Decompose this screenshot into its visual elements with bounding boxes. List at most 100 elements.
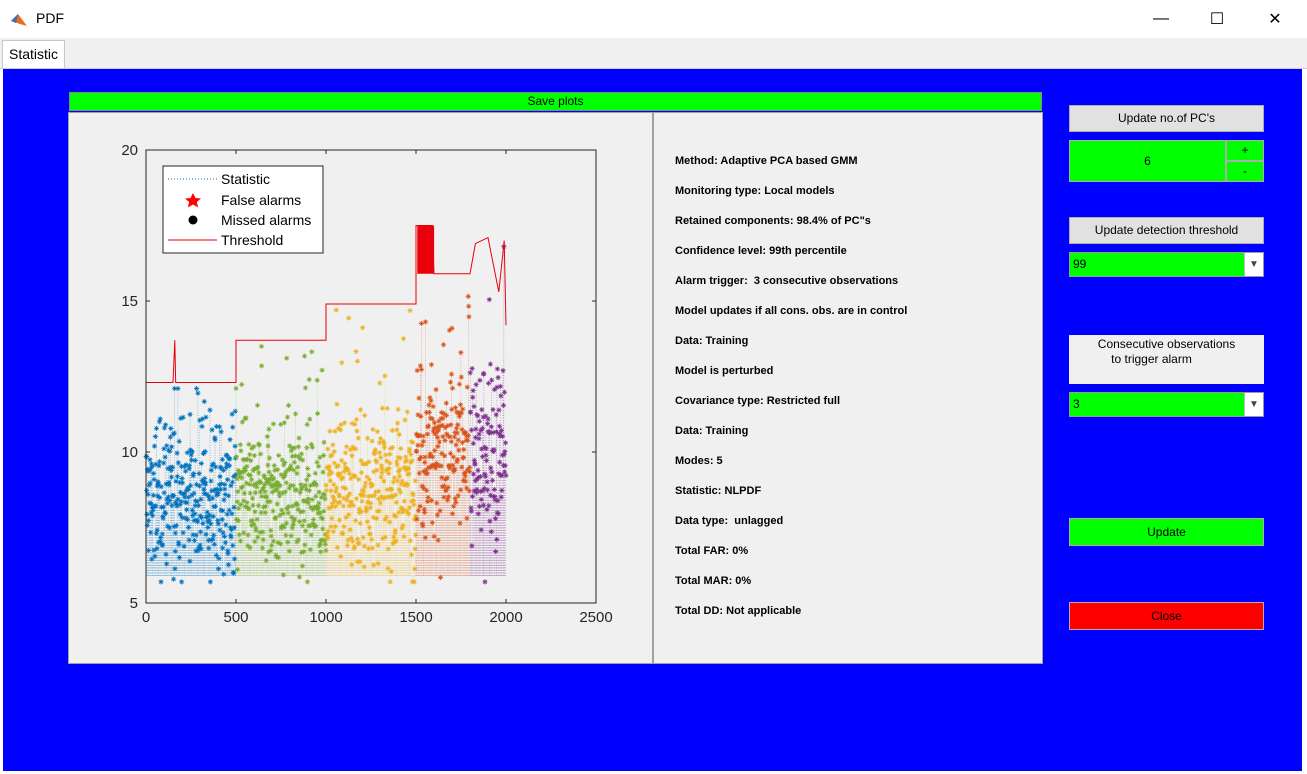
data-point xyxy=(269,489,275,495)
data-point xyxy=(411,579,417,585)
data-point xyxy=(283,469,289,475)
data-point xyxy=(201,490,208,497)
data-point xyxy=(424,431,431,437)
data-point xyxy=(281,462,287,468)
info-total-far: Total FAR: 0% xyxy=(675,545,749,557)
data-point xyxy=(450,462,456,468)
data-point xyxy=(158,579,164,585)
consecutive-select[interactable]: 3 ▼ xyxy=(1069,392,1264,417)
data-point xyxy=(400,506,406,512)
minimize-button[interactable]: — xyxy=(1138,0,1184,38)
data-point xyxy=(311,522,317,528)
data-point xyxy=(411,502,417,508)
update-button[interactable]: Update xyxy=(1069,518,1264,546)
data-point xyxy=(202,475,208,482)
data-point xyxy=(218,429,224,435)
data-point xyxy=(336,492,342,498)
data-point xyxy=(399,525,405,531)
save-plots-button[interactable]: Save plots xyxy=(69,92,1042,111)
data-point xyxy=(190,473,196,479)
data-point xyxy=(225,550,231,557)
data-point xyxy=(325,528,331,534)
tab-statistic[interactable]: Statistic xyxy=(2,40,66,68)
data-point xyxy=(376,508,382,514)
data-point xyxy=(458,410,465,416)
data-point xyxy=(390,493,396,500)
data-point xyxy=(474,486,480,493)
data-point xyxy=(254,402,261,408)
data-point xyxy=(468,409,474,415)
data-point xyxy=(475,511,481,517)
data-point xyxy=(378,463,385,469)
increment-pcs-button[interactable]: + xyxy=(1226,140,1264,161)
data-point xyxy=(295,506,301,513)
data-point xyxy=(455,437,461,443)
data-point xyxy=(231,473,237,480)
data-point xyxy=(333,485,340,491)
data-point xyxy=(385,494,392,500)
data-point xyxy=(397,466,403,472)
data-point xyxy=(232,556,238,562)
data-point xyxy=(398,489,404,495)
data-point xyxy=(309,444,315,450)
data-point xyxy=(264,434,270,440)
data-point xyxy=(340,484,346,491)
maximize-button[interactable]: ☐ xyxy=(1194,0,1240,38)
data-point xyxy=(215,491,221,497)
data-point xyxy=(270,538,276,544)
data-point xyxy=(396,509,402,515)
data-point xyxy=(282,472,288,479)
data-point xyxy=(446,463,452,469)
data-point xyxy=(459,440,466,446)
data-point xyxy=(191,517,197,524)
data-point xyxy=(153,530,159,536)
data-point xyxy=(488,529,494,535)
data-point xyxy=(482,471,488,477)
data-point xyxy=(199,416,206,422)
close-window-button[interactable]: ✕ xyxy=(1252,0,1298,38)
data-point xyxy=(433,464,439,470)
data-point xyxy=(245,532,251,538)
data-point xyxy=(157,538,164,544)
data-point xyxy=(418,413,424,419)
data-point xyxy=(351,545,357,552)
data-point xyxy=(185,485,191,491)
chevron-down-icon[interactable]: ▼ xyxy=(1244,393,1263,416)
data-point xyxy=(151,476,157,483)
data-point xyxy=(323,487,329,494)
data-point xyxy=(464,485,470,491)
info-model-updates: Model updates if all cons. obs. are in c… xyxy=(675,305,908,317)
update-threshold-button[interactable]: Update detection threshold xyxy=(1069,217,1264,244)
data-point xyxy=(303,486,309,492)
data-point xyxy=(238,448,244,454)
data-point xyxy=(200,520,206,526)
data-point xyxy=(401,533,407,540)
threshold-select[interactable]: 99 ▼ xyxy=(1069,252,1264,277)
data-point xyxy=(213,423,220,430)
data-point xyxy=(315,506,321,512)
decrement-pcs-button[interactable]: - xyxy=(1226,161,1264,182)
data-point xyxy=(482,473,489,479)
data-point xyxy=(213,552,219,558)
data-point xyxy=(164,561,170,567)
data-point xyxy=(198,496,204,502)
data-point xyxy=(207,579,213,585)
data-point xyxy=(253,527,259,534)
data-point xyxy=(233,385,239,392)
update-pcs-button[interactable]: Update no.of PC's xyxy=(1069,105,1264,132)
pc-count-field[interactable]: 6 xyxy=(1069,140,1226,182)
data-point xyxy=(155,493,161,499)
data-point xyxy=(229,479,235,485)
data-point xyxy=(161,446,167,452)
data-point xyxy=(347,527,353,533)
data-point xyxy=(334,464,340,470)
chevron-down-icon[interactable]: ▼ xyxy=(1244,253,1263,276)
data-point xyxy=(403,454,409,460)
data-point xyxy=(479,407,485,413)
data-point xyxy=(425,494,431,501)
data-point xyxy=(476,418,482,424)
close-button[interactable]: Close xyxy=(1069,602,1264,630)
data-point xyxy=(186,463,193,469)
data-point xyxy=(259,493,265,500)
data-point xyxy=(432,447,438,454)
